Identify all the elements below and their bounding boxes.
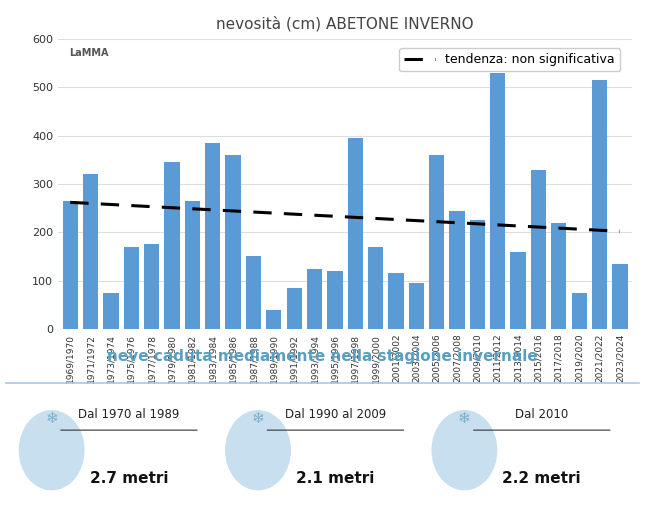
Text: LaMMA: LaMMA xyxy=(70,48,109,58)
Bar xyxy=(470,220,485,329)
Bar xyxy=(450,210,464,329)
Bar xyxy=(571,293,587,329)
Bar xyxy=(226,155,241,329)
Text: ❄: ❄ xyxy=(458,411,471,426)
Bar xyxy=(103,293,119,329)
Ellipse shape xyxy=(226,411,290,490)
Text: ❄: ❄ xyxy=(252,411,264,426)
Bar xyxy=(63,201,78,329)
Text: 2.2 metri: 2.2 metri xyxy=(502,471,581,487)
Bar xyxy=(388,274,404,329)
Ellipse shape xyxy=(19,411,84,490)
Bar xyxy=(368,247,383,329)
Bar xyxy=(409,283,424,329)
Bar xyxy=(307,268,322,329)
Ellipse shape xyxy=(432,411,497,490)
Bar xyxy=(184,201,200,329)
Legend: tendenza: non significativa: tendenza: non significativa xyxy=(399,49,620,72)
Text: 2.1 metri: 2.1 metri xyxy=(296,471,375,487)
Text: Dal 1990 al 2009: Dal 1990 al 2009 xyxy=(285,408,386,421)
Text: Dal 1970 al 1989: Dal 1970 al 1989 xyxy=(78,408,180,421)
Bar xyxy=(592,80,607,329)
Bar xyxy=(429,155,444,329)
Text: Dal 2010: Dal 2010 xyxy=(515,408,568,421)
Bar xyxy=(83,174,98,329)
Bar xyxy=(124,247,139,329)
Bar xyxy=(144,244,159,329)
Bar xyxy=(531,170,546,329)
Bar xyxy=(348,138,363,329)
Bar xyxy=(551,222,566,329)
Bar xyxy=(490,73,506,329)
Bar xyxy=(266,310,281,329)
Text: ❄: ❄ xyxy=(45,411,58,426)
Bar xyxy=(164,162,180,329)
Bar xyxy=(612,264,628,329)
Text: neve caduta mediamente nella stagione invernale: neve caduta mediamente nella stagione in… xyxy=(107,349,538,364)
Title: nevosità (cm) ABETONE INVERNO: nevosità (cm) ABETONE INVERNO xyxy=(216,16,474,31)
Bar xyxy=(327,271,342,329)
Bar xyxy=(205,143,221,329)
Bar xyxy=(286,288,302,329)
Text: 2.7 metri: 2.7 metri xyxy=(90,471,168,487)
Bar xyxy=(246,256,261,329)
Bar xyxy=(510,252,526,329)
